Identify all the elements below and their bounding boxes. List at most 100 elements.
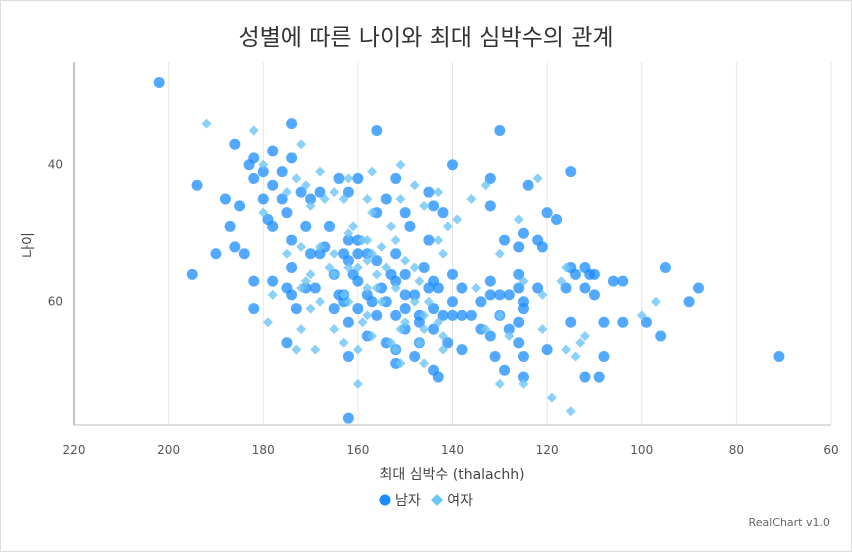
data-point-male[interactable]: [683, 296, 695, 308]
data-point-female[interactable]: [352, 344, 363, 355]
data-point-female[interactable]: [338, 289, 349, 300]
data-point-male[interactable]: [475, 296, 487, 308]
data-point-female[interactable]: [281, 187, 292, 198]
data-point-male[interactable]: [532, 282, 544, 294]
data-point-male[interactable]: [352, 248, 364, 260]
data-point-male[interactable]: [323, 220, 335, 232]
data-point-male[interactable]: [333, 172, 345, 184]
data-point-male[interactable]: [588, 289, 600, 301]
data-point-female[interactable]: [561, 262, 572, 273]
data-point-male[interactable]: [465, 309, 477, 321]
data-point-male[interactable]: [238, 248, 250, 260]
data-point-male[interactable]: [655, 330, 667, 342]
legend-item-male[interactable]: 남자: [379, 490, 421, 510]
data-point-male[interactable]: [447, 296, 458, 308]
data-point-male[interactable]: [352, 303, 364, 315]
data-point-female[interactable]: [409, 296, 420, 307]
data-point-female[interactable]: [305, 200, 316, 211]
data-point-female[interactable]: [343, 296, 354, 307]
data-point-female[interactable]: [296, 139, 307, 150]
data-point-male[interactable]: [484, 289, 496, 301]
data-point-male[interactable]: [484, 172, 496, 184]
data-point-male[interactable]: [428, 323, 440, 335]
data-point-male[interactable]: [418, 261, 430, 273]
data-point-female[interactable]: [367, 330, 378, 341]
data-point-female[interactable]: [305, 269, 316, 280]
data-point-female[interactable]: [343, 173, 354, 184]
data-point-male[interactable]: [499, 364, 511, 376]
data-point-female[interactable]: [296, 324, 307, 335]
data-point-male[interactable]: [276, 193, 288, 205]
data-point-male[interactable]: [267, 275, 279, 287]
data-point-male[interactable]: [494, 124, 506, 136]
data-point-male[interactable]: [447, 159, 458, 171]
data-point-male[interactable]: [447, 268, 458, 280]
data-point-female[interactable]: [315, 166, 326, 177]
data-point-male[interactable]: [484, 275, 496, 287]
data-point-male[interactable]: [281, 207, 293, 219]
data-point-male[interactable]: [489, 351, 501, 363]
data-point-female[interactable]: [419, 358, 430, 369]
data-point-female[interactable]: [452, 214, 463, 225]
data-point-male[interactable]: [617, 275, 629, 287]
data-point-female[interactable]: [650, 296, 661, 307]
data-point-female[interactable]: [305, 303, 316, 314]
data-point-female[interactable]: [376, 241, 387, 252]
data-point-male[interactable]: [281, 337, 293, 349]
data-point-male[interactable]: [352, 275, 364, 287]
data-point-female[interactable]: [433, 235, 444, 246]
data-point-male[interactable]: [423, 186, 435, 198]
data-point-female[interactable]: [570, 351, 581, 362]
data-point-female[interactable]: [636, 310, 647, 321]
data-point-male[interactable]: [579, 371, 591, 383]
data-point-female[interactable]: [300, 180, 311, 191]
data-point-female[interactable]: [258, 159, 269, 170]
data-point-female[interactable]: [471, 283, 482, 294]
data-point-female[interactable]: [565, 406, 576, 417]
data-point-male[interactable]: [513, 241, 525, 253]
data-point-female[interactable]: [438, 330, 449, 341]
data-point-female[interactable]: [395, 324, 406, 335]
data-point-female[interactable]: [362, 283, 373, 294]
data-point-female[interactable]: [281, 248, 292, 259]
data-point-male[interactable]: [522, 179, 534, 191]
data-point-female[interactable]: [390, 283, 401, 294]
data-point-male[interactable]: [432, 282, 444, 294]
data-point-female[interactable]: [414, 276, 425, 287]
data-point-male[interactable]: [309, 282, 321, 294]
data-point-male[interactable]: [210, 248, 222, 260]
data-point-male[interactable]: [371, 124, 383, 136]
data-point-female[interactable]: [395, 159, 406, 170]
data-point-female[interactable]: [494, 378, 505, 389]
data-point-male[interactable]: [366, 296, 378, 308]
data-point-male[interactable]: [536, 241, 548, 253]
data-point-female[interactable]: [371, 283, 382, 294]
data-point-female[interactable]: [338, 337, 349, 348]
data-point-male[interactable]: [432, 371, 444, 383]
data-point-male[interactable]: [342, 186, 354, 198]
legend-item-female[interactable]: 여자: [431, 490, 473, 510]
data-point-male[interactable]: [499, 234, 511, 246]
data-point-male[interactable]: [484, 330, 496, 342]
data-point-male[interactable]: [267, 179, 279, 191]
data-point-male[interactable]: [257, 166, 269, 178]
data-point-male[interactable]: [390, 309, 402, 321]
data-point-female[interactable]: [291, 173, 302, 184]
data-point-male[interactable]: [352, 172, 364, 184]
data-point-female[interactable]: [348, 221, 359, 232]
data-point-male[interactable]: [342, 234, 354, 246]
data-point-female[interactable]: [532, 173, 543, 184]
data-point-male[interactable]: [640, 316, 652, 328]
data-point-male[interactable]: [234, 200, 246, 212]
data-point-male[interactable]: [598, 316, 610, 328]
data-point-female[interactable]: [296, 241, 307, 252]
data-point-male[interactable]: [409, 351, 421, 363]
data-point-male[interactable]: [423, 282, 435, 294]
data-point-female[interactable]: [438, 344, 449, 355]
data-point-female[interactable]: [395, 358, 406, 369]
data-point-female[interactable]: [400, 317, 411, 328]
data-point-female[interactable]: [480, 324, 491, 335]
data-point-female[interactable]: [376, 296, 387, 307]
data-point-female[interactable]: [575, 337, 586, 348]
data-point-male[interactable]: [276, 166, 288, 178]
